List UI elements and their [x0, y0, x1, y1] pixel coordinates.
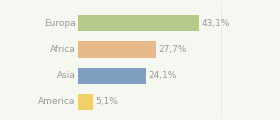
Text: Africa: Africa	[50, 45, 76, 54]
Text: Europa: Europa	[44, 19, 76, 28]
Text: America: America	[38, 97, 76, 106]
Text: 24,1%: 24,1%	[149, 71, 177, 80]
Text: 43,1%: 43,1%	[202, 19, 230, 28]
Bar	[78, 41, 156, 58]
Bar	[78, 94, 93, 110]
Bar	[78, 68, 146, 84]
Text: Asia: Asia	[57, 71, 76, 80]
Bar	[78, 15, 199, 31]
Text: 5,1%: 5,1%	[95, 97, 118, 106]
Text: 27,7%: 27,7%	[159, 45, 187, 54]
